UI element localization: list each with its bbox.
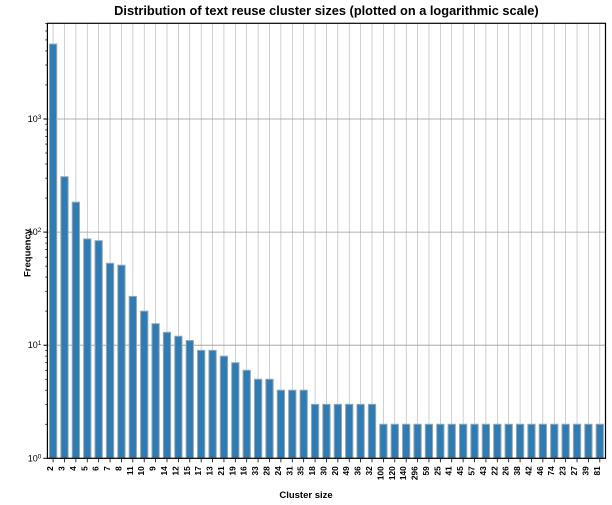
svg-text:30: 30 bbox=[318, 466, 328, 476]
svg-text:36: 36 bbox=[353, 466, 363, 476]
svg-text:11: 11 bbox=[125, 466, 135, 475]
svg-text:42: 42 bbox=[523, 466, 533, 476]
svg-text:10: 10 bbox=[136, 466, 146, 476]
svg-text:33: 33 bbox=[250, 466, 260, 476]
svg-text:45: 45 bbox=[455, 466, 465, 476]
svg-text:49: 49 bbox=[341, 466, 351, 476]
svg-text:27: 27 bbox=[569, 466, 579, 476]
svg-text:4: 4 bbox=[68, 466, 78, 471]
svg-text:57: 57 bbox=[467, 466, 477, 476]
svg-text:20: 20 bbox=[330, 466, 340, 476]
svg-text:3: 3 bbox=[56, 466, 66, 471]
svg-text:8: 8 bbox=[113, 466, 123, 471]
svg-text:18: 18 bbox=[307, 466, 317, 476]
svg-text:26: 26 bbox=[501, 466, 511, 476]
svg-text:296: 296 bbox=[410, 466, 420, 480]
svg-text:2: 2 bbox=[45, 466, 55, 471]
svg-text:39: 39 bbox=[580, 466, 590, 476]
svg-text:5: 5 bbox=[79, 466, 89, 471]
svg-text:120: 120 bbox=[387, 466, 397, 480]
svg-text:17: 17 bbox=[193, 466, 203, 476]
svg-text:74: 74 bbox=[546, 466, 556, 476]
svg-text:59: 59 bbox=[421, 466, 431, 476]
svg-text:22: 22 bbox=[489, 466, 499, 476]
svg-text:6: 6 bbox=[91, 466, 101, 471]
svg-text:14: 14 bbox=[159, 466, 169, 476]
svg-text:12: 12 bbox=[170, 466, 180, 476]
svg-text:13: 13 bbox=[205, 466, 215, 476]
svg-text:43: 43 bbox=[478, 466, 488, 476]
svg-text:28: 28 bbox=[262, 466, 272, 476]
svg-text:100: 100 bbox=[375, 466, 385, 480]
svg-text:81: 81 bbox=[592, 466, 602, 476]
svg-text:19: 19 bbox=[227, 466, 237, 476]
svg-text:41: 41 bbox=[444, 466, 454, 476]
svg-text:24: 24 bbox=[273, 466, 283, 476]
svg-text:21: 21 bbox=[216, 466, 226, 476]
svg-text:46: 46 bbox=[535, 466, 545, 476]
svg-text:140: 140 bbox=[398, 466, 408, 480]
svg-text:25: 25 bbox=[432, 466, 442, 476]
svg-text:15: 15 bbox=[182, 466, 192, 476]
svg-text:23: 23 bbox=[558, 466, 568, 476]
svg-text:35: 35 bbox=[296, 466, 306, 476]
svg-text:7: 7 bbox=[102, 466, 112, 471]
svg-text:32: 32 bbox=[364, 466, 374, 476]
svg-text:31: 31 bbox=[284, 466, 294, 476]
svg-text:38: 38 bbox=[512, 466, 522, 476]
svg-text:9: 9 bbox=[148, 466, 158, 471]
svg-text:16: 16 bbox=[239, 466, 249, 476]
